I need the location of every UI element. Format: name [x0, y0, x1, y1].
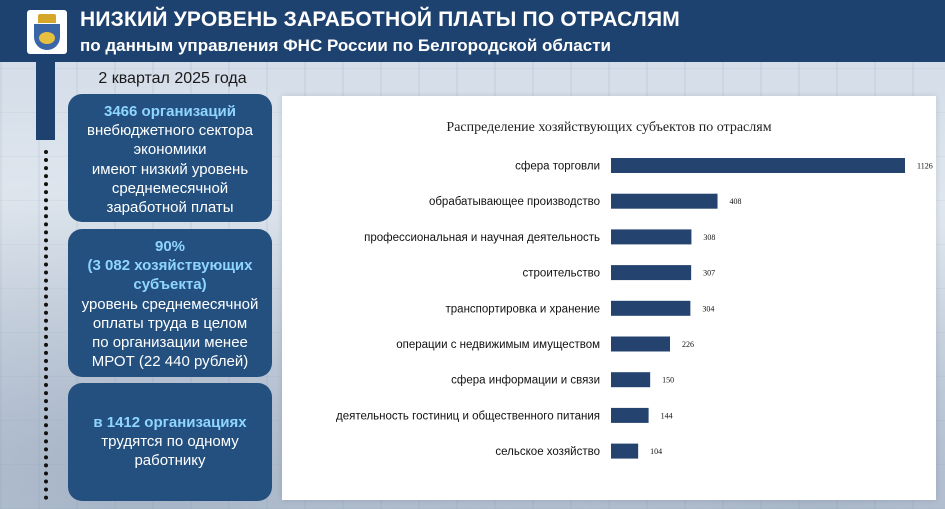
emblem-lion: [39, 32, 55, 44]
info-box-text: внебюджетного сектора: [86, 122, 254, 140]
category-label: профессиональная и научная деятельность: [364, 232, 600, 244]
info-box-text: оплаты труда в целом: [92, 314, 248, 332]
dotted-divider: [44, 150, 48, 500]
page-title: НИЗКИЙ УРОВЕНЬ ЗАРАБОТНОЙ ПЛАТЫ ПО ОТРАС…: [80, 8, 680, 31]
category-label: сфера информации и связи: [451, 375, 600, 387]
value-label: 226: [682, 340, 694, 349]
info-box-highlight: 90%: [154, 238, 186, 255]
info-box-percentage: 90% (3 082 хозяйствующих субъекта) урове…: [68, 229, 272, 377]
bar: [611, 193, 718, 209]
info-box-text: имеют низкий уровень: [91, 160, 249, 178]
info-box-highlight: 3466 организаций: [104, 103, 236, 120]
value-label: 104: [650, 447, 662, 456]
value-label: 307: [703, 269, 715, 278]
info-box-text: уровень среднемесячной: [81, 295, 259, 313]
bar: [611, 265, 692, 281]
category-label: сельское хозяйство: [495, 446, 600, 458]
info-box-highlight: (3 082 хозяйствующих: [87, 257, 253, 275]
info-box-organizations: 3466 организаций внебюджетного сектора э…: [68, 94, 272, 222]
bar: [611, 372, 651, 388]
chart-title: Распределение хозяйствующих субъектов по…: [446, 120, 772, 135]
bar: [611, 336, 671, 352]
header-bar: [0, 0, 945, 62]
category-label: транспортировка и хранение: [446, 303, 600, 315]
category-label: обрабатывающее производство: [429, 196, 600, 208]
info-box-text: работнику: [134, 452, 206, 470]
page-subtitle: по данным управления ФНС России по Белго…: [80, 36, 611, 55]
value-label: 1126: [917, 162, 933, 171]
value-label: 408: [730, 197, 742, 206]
info-box-highlight: в 1412 организациях: [93, 414, 247, 431]
bar: [611, 407, 649, 423]
value-label: 304: [702, 304, 714, 313]
info-box-single-worker: в 1412 организациях трудятся по одному р…: [68, 383, 272, 501]
value-label: 308: [703, 233, 715, 242]
info-box-text: МРОТ (22 440 рублей): [91, 353, 249, 371]
value-label: 150: [662, 376, 674, 385]
info-box-text: экономики: [133, 141, 207, 159]
info-box-highlight: субъекта): [133, 276, 207, 294]
category-label: сфера торговли: [515, 161, 600, 173]
info-box-text: трудятся по одному: [101, 433, 239, 451]
bar: [611, 443, 639, 459]
info-box-text: заработной платы: [106, 198, 234, 216]
value-label: 144: [661, 411, 673, 420]
category-label: операции с недвижимым имуществом: [396, 339, 600, 351]
category-label: строительство: [523, 268, 600, 280]
bar: [611, 229, 692, 245]
chart-panel: Распределение хозяйствующих субъектов по…: [282, 96, 936, 500]
info-box-text: по организации менее: [92, 333, 248, 351]
category-label: деятельность гостиниц и общественного пи…: [336, 410, 600, 422]
emblem-crown: [38, 14, 56, 23]
bar-chart: сфера торговли 1126 обрабатывающее произво…: [336, 158, 933, 459]
bar: [611, 158, 905, 173]
bar: [611, 300, 691, 316]
belgorod-emblem-icon: [27, 10, 67, 54]
period-label: 2 квартал 2025 года: [98, 70, 247, 87]
info-box-text: среднемесячной: [111, 179, 229, 197]
